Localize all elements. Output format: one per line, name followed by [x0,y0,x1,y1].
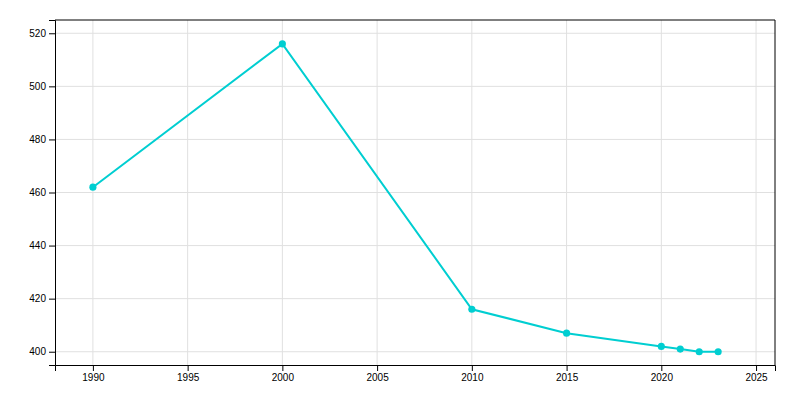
x-tick-label: 2025 [745,372,768,383]
point [279,40,286,47]
x-tick-mark [472,365,473,371]
point [658,343,665,350]
x-tick-mark [93,365,94,371]
y-tick-mark [49,86,55,87]
y-tick: 440 [29,240,55,251]
x-tick-mark [377,365,378,371]
point [468,306,475,313]
x-tick: 2000 [272,365,295,383]
y-grid-line [55,139,775,140]
y-grid-line [55,351,775,352]
y-tick-label: 460 [29,187,46,198]
x-tick: 1990 [82,365,105,383]
x-axis: 1990 1995 2000 2005 2010 2015 2020 2025 [56,365,776,383]
y-tick-mark [49,193,55,194]
y-tick: 460 [29,187,55,198]
y-tick-label: 480 [29,134,46,145]
frame-right [775,20,776,365]
y-tick: 420 [29,293,55,304]
point [563,330,570,337]
y-tick: 500 [29,81,55,92]
y-tick: 520 [29,28,55,39]
y-grid-line [55,33,775,34]
y-tick-mark [49,33,55,34]
x-tick: 1995 [177,365,200,383]
y-grid-line [55,86,775,87]
x-tick-mark [188,365,189,371]
x-tick-label: 2005 [366,372,389,383]
point [715,348,722,355]
frame-top [55,20,775,21]
line [93,44,718,352]
x-tick-label: 2020 [651,372,674,383]
x-tick-label: 1990 [82,372,105,383]
point [89,184,96,191]
y-tick: 480 [29,134,55,145]
series [89,40,721,355]
y-tick-mark [49,139,55,140]
y-grid-line [55,192,775,193]
y-tick-label: 400 [29,346,46,357]
x-tick-label: 2000 [272,372,295,383]
x-tick: 2020 [651,365,674,383]
point [677,346,684,353]
y-grid-line [55,245,775,246]
x-tick-mark [282,365,283,371]
y-grid-line [55,298,775,299]
x-tick-mark [756,365,757,371]
y-tick-label: 520 [29,28,46,39]
x-tick-label: 2015 [556,372,579,383]
y-tick-mark [49,299,55,300]
point [696,348,703,355]
y-tick-mark [49,246,55,247]
x-tick: 2025 [745,365,768,383]
x-tick-label: 2010 [461,372,484,383]
y-tick-label: 420 [29,293,46,304]
y-axis: 400 420 440 460 480 500 520 [29,21,55,366]
x-tick: 2015 [556,365,579,383]
plot-area: 1990 1995 2000 2005 2010 2015 2020 2025 400 420 44… [29,20,775,383]
x-tick: 2005 [366,365,389,383]
y-tick-mark [49,352,55,353]
x-tick: 2010 [461,365,484,383]
x-tick-mark [661,365,662,371]
x-axis-line [56,366,776,372]
chart: 1990 1995 2000 2005 2010 2015 2020 2025 400 420 44… [0,0,800,400]
x-tick-mark [567,365,568,371]
y-tick-label: 440 [29,240,46,251]
y-axis-line [49,21,56,366]
y-tick-label: 500 [29,81,46,92]
x-tick-label: 1995 [177,372,200,383]
grid [55,20,775,365]
y-tick: 400 [29,346,55,357]
